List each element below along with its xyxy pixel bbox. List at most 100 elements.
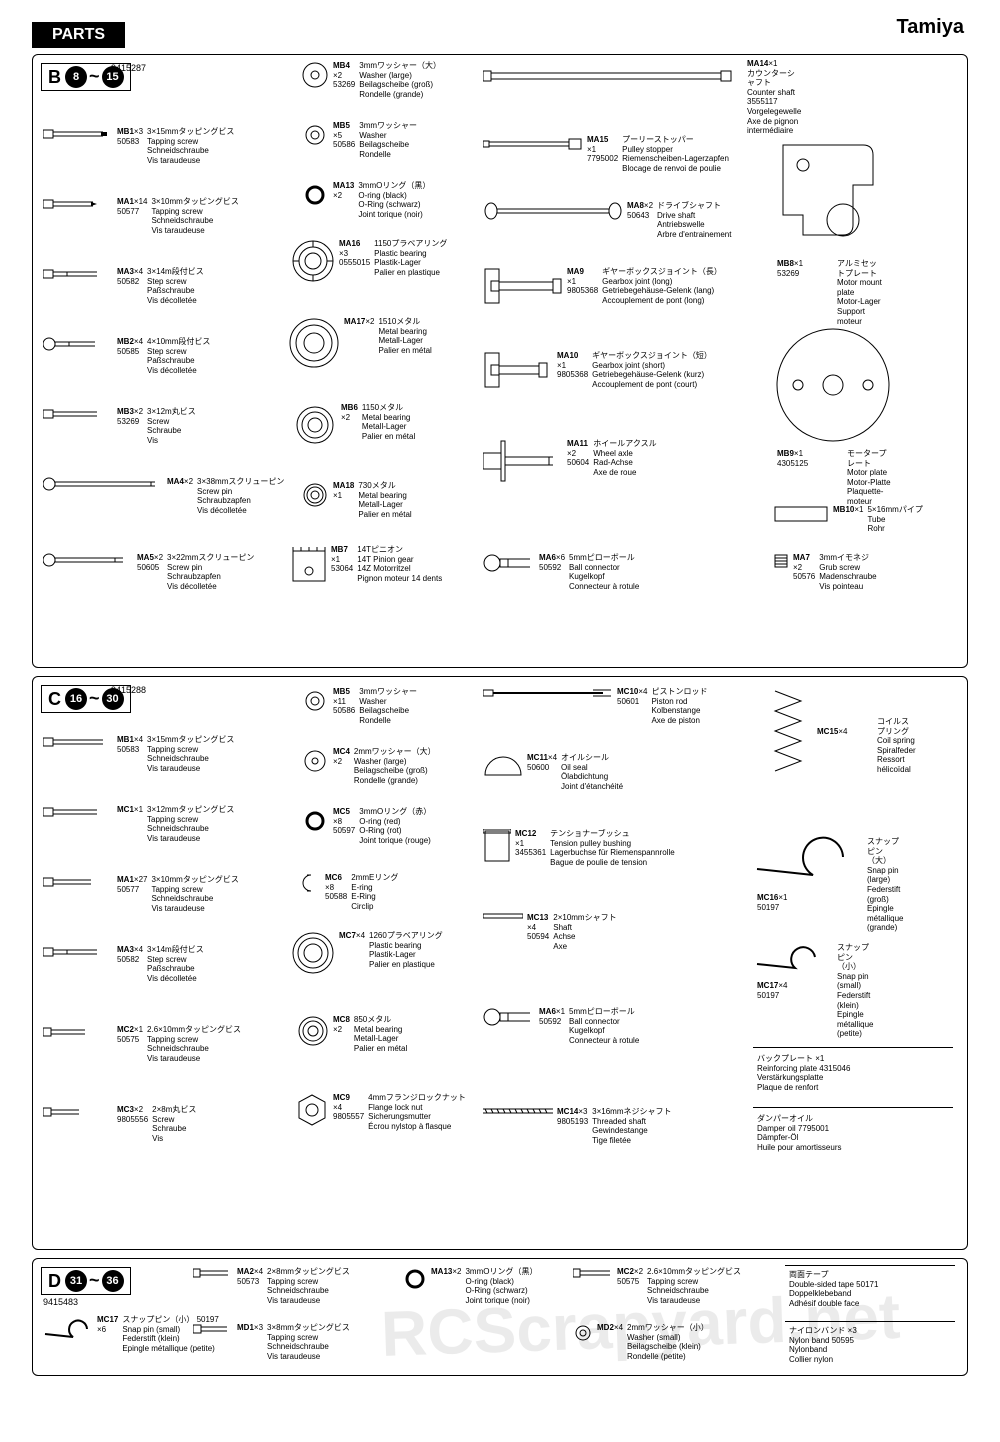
ball-icon [483, 1007, 535, 1027]
part-C-MC16: MC16×150197スナップピン（大）Snap pin (large)Fede… [753, 827, 853, 887]
part-D-MD2: MD2×42mmワッシャー（小）Washer (small)Beilagsche… [573, 1323, 709, 1361]
section-tag-D: D 31~36 [41, 1267, 131, 1295]
oring-icon [301, 181, 329, 209]
screw-icon [43, 805, 113, 819]
part-D-DST: 両面テープDouble-sided tape 50171Doppelklebeb… [785, 1265, 955, 1308]
snappin-icon [753, 827, 853, 887]
part-MA5: MA5×2506053×22mmスクリューピンScrew pinSchraubz… [43, 553, 254, 591]
section-letter: D [48, 1271, 61, 1292]
nut-icon [295, 1093, 329, 1127]
part-MA18: MA18×1730メタルMetal bearingMetall-LagerPal… [301, 481, 412, 519]
bearing-icon [291, 239, 335, 283]
seal-icon [483, 753, 523, 777]
part-MA17: MA17×21510メタルMetal bearingMetall-LagerPa… [288, 317, 432, 369]
joint-icon [483, 351, 553, 389]
screw-icon [573, 1267, 613, 1279]
oring-icon [301, 807, 329, 835]
tube-icon [773, 505, 829, 523]
part-MA15: MA15×17795002プーリーストッパーPulley stopperRiem… [483, 135, 729, 173]
bearing-icon [301, 481, 329, 509]
section-C: C 16~30 9415288 MB1×4505833×15mmタッピングビスT… [32, 676, 968, 1250]
part-C-RP: バックプレート ×1Reinforcing plate 4315046Verst… [753, 1047, 953, 1092]
rod-icon [483, 687, 613, 699]
part-C-MC12: MC12×13455361テンショナーブッシュTension pulley bu… [483, 829, 675, 867]
part-C-MC7: MC7×41260プラベアリングPlastic bearingPlastik-L… [291, 931, 443, 975]
bearing-icon [288, 317, 340, 369]
part-MA8: MA8×250643ドライブシャフトDrive shaftAntriebswel… [483, 201, 731, 239]
part-MA4: MA4×23×38mmスクリューピンScrew pinSchraubzapfen… [43, 477, 284, 515]
part-D-MA2: MA2×4505732×8mmタッピングビスTapping screwSchne… [193, 1267, 350, 1305]
part-C-MC17: MC17×450197スナップピン（小）Snap pin (small)Fede… [753, 937, 823, 977]
screw-icon [43, 197, 113, 211]
bearing-icon [293, 403, 337, 447]
spring-icon [773, 687, 803, 777]
part-C-MC10: MC10×450601ピストンロッドPiston rodKolbenstange… [483, 687, 707, 725]
part-MA9: MA9×19805368ギヤーボックスジョイント（長）Gearbox joint… [483, 267, 722, 305]
parts-header: PARTS [32, 22, 125, 48]
part-C-MC6: MC6×8505882mmEリングE-ringE-RingCirclip [301, 873, 398, 911]
ball-icon [483, 553, 535, 573]
screw-icon [43, 1025, 113, 1039]
washer-icon [301, 121, 329, 149]
driveshaft-icon [483, 201, 623, 221]
stopper-icon [483, 135, 583, 153]
axle-icon [483, 439, 563, 483]
part-MB6: MB6×21150メタルMetal bearingMetall-LagerPal… [293, 403, 415, 447]
screw-icon [43, 267, 113, 281]
shaft-icon [483, 61, 733, 91]
part-C-MB1: MB1×4505833×15mmタッピングビスTapping screwSchn… [43, 735, 234, 773]
screw-icon [43, 1105, 113, 1119]
part-C-MC3: MC3×298055562×8m丸ビスScrewSchraubeVis [43, 1105, 196, 1143]
part-MB2: MB2×4505854×10mm段付ビスStep screwPaßschraub… [43, 337, 210, 375]
part-C-MC15: MC15×4コイルスプリングCoil springSpiralfederRess… [773, 687, 803, 777]
screw-icon [193, 1323, 233, 1335]
part-MA10: MA10×19805368ギヤーボックスジョイント（短）Gearbox join… [483, 351, 712, 389]
washer-icon [573, 1323, 593, 1343]
bag-number-B: 9415287 [111, 63, 146, 73]
bearing-icon [297, 1015, 329, 1047]
part-D-MC2: MC2×2505752.6×10mmタッピングビスTapping screwSc… [573, 1267, 741, 1305]
part-C-MA6: MA6×1505925mmピローボールBall connectorKugelko… [483, 1007, 639, 1045]
part-MA6: MA6×6505925mmピローボールBall connectorKugelko… [483, 553, 639, 591]
part-C-DO: ダンパーオイルDamper oil 7795001Dämpfer-ÖlHuile… [753, 1107, 953, 1152]
part-D-MD1: MD1×33×8mmタッピングビスTapping screwSchneidsch… [193, 1323, 350, 1361]
part-MB5: MB5×5505863mmワッシャーWasherBeilagscheibeRon… [301, 121, 417, 159]
snappin-icon [753, 937, 823, 977]
part-C-MC5: MC5×8505973mmOリング（赤）O-ring (red)O-Ring (… [301, 807, 431, 845]
part-C-MC8: MC8×2850メタルMetal bearingMetall-LagerPali… [297, 1015, 407, 1053]
threaded-icon [483, 1107, 553, 1115]
screw-icon [43, 127, 113, 141]
part-MA16: MA16×305550151150プラベアリングPlastic bearingP… [291, 239, 447, 283]
motor-plate-icon [773, 325, 893, 445]
part-MA1: MA1×14505773×10mmタッピングビスTapping screwSch… [43, 197, 239, 235]
part-D-NB: ナイロンバンド ×3Nylon band 50595NylonbandColli… [785, 1321, 955, 1364]
part-MB10: MB10×15×16mmパイプTubeRohr [773, 505, 923, 534]
part-D-MA13: MA13×23mmOリング（黒）O-ring (black)O-Ring (sc… [403, 1267, 537, 1305]
bag-number-D: 9415483 [43, 1297, 78, 1307]
ering-icon [301, 873, 321, 893]
screw-icon [193, 1267, 233, 1279]
snappin-icon [43, 1315, 93, 1343]
part-C-MC4: MC4×22mmワッシャー（大）Washer (large)Beilagsche… [301, 747, 436, 785]
screw-icon [43, 875, 113, 889]
part-C-MA1: MA1×27505773×10mmタッピングビスTapping screwSch… [43, 875, 239, 913]
part-MA7: MA7×2505763mmイモネジGrub screwMadenschraube… [773, 553, 877, 591]
washer-icon [301, 687, 329, 715]
section-B: B 8~15 9415287 MB1×3505833×15mmタッピングビスTa… [32, 54, 968, 668]
section-letter: B [48, 67, 61, 88]
mount-plate-icon [773, 135, 883, 255]
grub-icon [773, 553, 789, 569]
screw-icon [43, 337, 113, 351]
brand-label: Tamiya [897, 16, 964, 39]
washer-icon [301, 61, 329, 89]
part-C-MC9: MC9×498055574mmフランジロックナットFlange lock nut… [295, 1093, 466, 1131]
part-MA3: MA3×4505823×14m段付ビスStep screwPaßschraube… [43, 267, 204, 305]
washer-icon [301, 747, 329, 775]
oring-icon [403, 1267, 427, 1291]
part-C-MC2: MC2×1505752.6×10mmタッピングビスTapping screwSc… [43, 1025, 241, 1063]
shaft-icon [483, 913, 523, 919]
screw-icon [43, 407, 113, 421]
part-C-MC11: MC11×450600オイルシールOil sealÖlabdichtungJoi… [483, 753, 623, 791]
bushing-icon [483, 829, 511, 863]
pinion-icon [291, 545, 327, 585]
